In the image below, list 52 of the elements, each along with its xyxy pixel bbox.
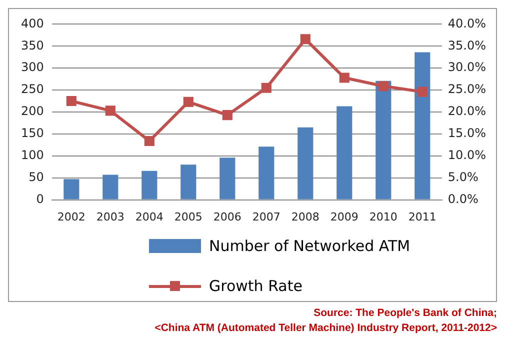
bar bbox=[258, 146, 274, 200]
y2-tick-label: 30.0% bbox=[448, 60, 486, 74]
x-tick-label: 2007 bbox=[252, 210, 280, 224]
x-tick-label: 2006 bbox=[213, 210, 242, 224]
bar bbox=[220, 158, 236, 200]
y-tick-label: 400 bbox=[21, 16, 44, 30]
x-tick-label: 2008 bbox=[291, 210, 320, 224]
x-tick-label: 2002 bbox=[57, 210, 86, 224]
y2-tick-label: 35.0% bbox=[448, 38, 486, 52]
point bbox=[417, 86, 428, 97]
legend-label: Number of Networked ATM bbox=[209, 237, 410, 255]
bar bbox=[298, 127, 314, 200]
bar bbox=[64, 179, 80, 200]
bar bbox=[180, 164, 196, 200]
source-note: Source: The People's Bank of China; bbox=[312, 306, 497, 321]
x-tick-label: 2009 bbox=[330, 210, 358, 224]
y-tick-label: 100 bbox=[21, 148, 44, 162]
y-tick-label: 150 bbox=[21, 126, 44, 140]
point bbox=[300, 34, 310, 44]
y-tick-label: 0 bbox=[36, 192, 44, 206]
y2-tick-label: 5.0% bbox=[448, 170, 478, 184]
x-tick-label: 2005 bbox=[174, 210, 202, 224]
y-tick-label: 300 bbox=[21, 60, 44, 74]
bar bbox=[336, 106, 352, 200]
bar bbox=[142, 170, 158, 200]
y2-tick-label: 25.0% bbox=[448, 82, 486, 96]
y-tick-label: 250 bbox=[21, 82, 44, 96]
y2-tick-label: 0.0% bbox=[448, 192, 478, 206]
legend-label: Growth Rate bbox=[209, 277, 302, 295]
point bbox=[105, 106, 116, 116]
y2-tick-label: 15.0% bbox=[448, 126, 486, 140]
x-tick-label: 2003 bbox=[96, 210, 124, 224]
point bbox=[183, 96, 194, 107]
y2-tick-label: 20.0% bbox=[448, 104, 486, 118]
y2-tick-label: 40.0% bbox=[448, 16, 486, 30]
point bbox=[339, 72, 350, 83]
bar bbox=[102, 174, 118, 200]
y-tick-label: 350 bbox=[21, 38, 44, 52]
text: <China ATM (Automated Teller Machine) Industry Report, 2011-2012> bbox=[154, 321, 497, 336]
bar bbox=[376, 80, 392, 200]
y2-tick-label: 10.0% bbox=[448, 148, 486, 162]
point bbox=[261, 82, 272, 93]
point bbox=[378, 81, 388, 92]
y-tick-label: 50 bbox=[28, 170, 44, 184]
bar bbox=[414, 52, 430, 200]
point bbox=[66, 96, 76, 106]
x-tick-label: 2004 bbox=[135, 210, 164, 224]
x-tick-label: 2011 bbox=[408, 210, 436, 224]
point bbox=[144, 136, 154, 146]
y-tick-label: 200 bbox=[21, 104, 44, 118]
x-tick-label: 2010 bbox=[369, 210, 398, 224]
point bbox=[222, 110, 232, 120]
